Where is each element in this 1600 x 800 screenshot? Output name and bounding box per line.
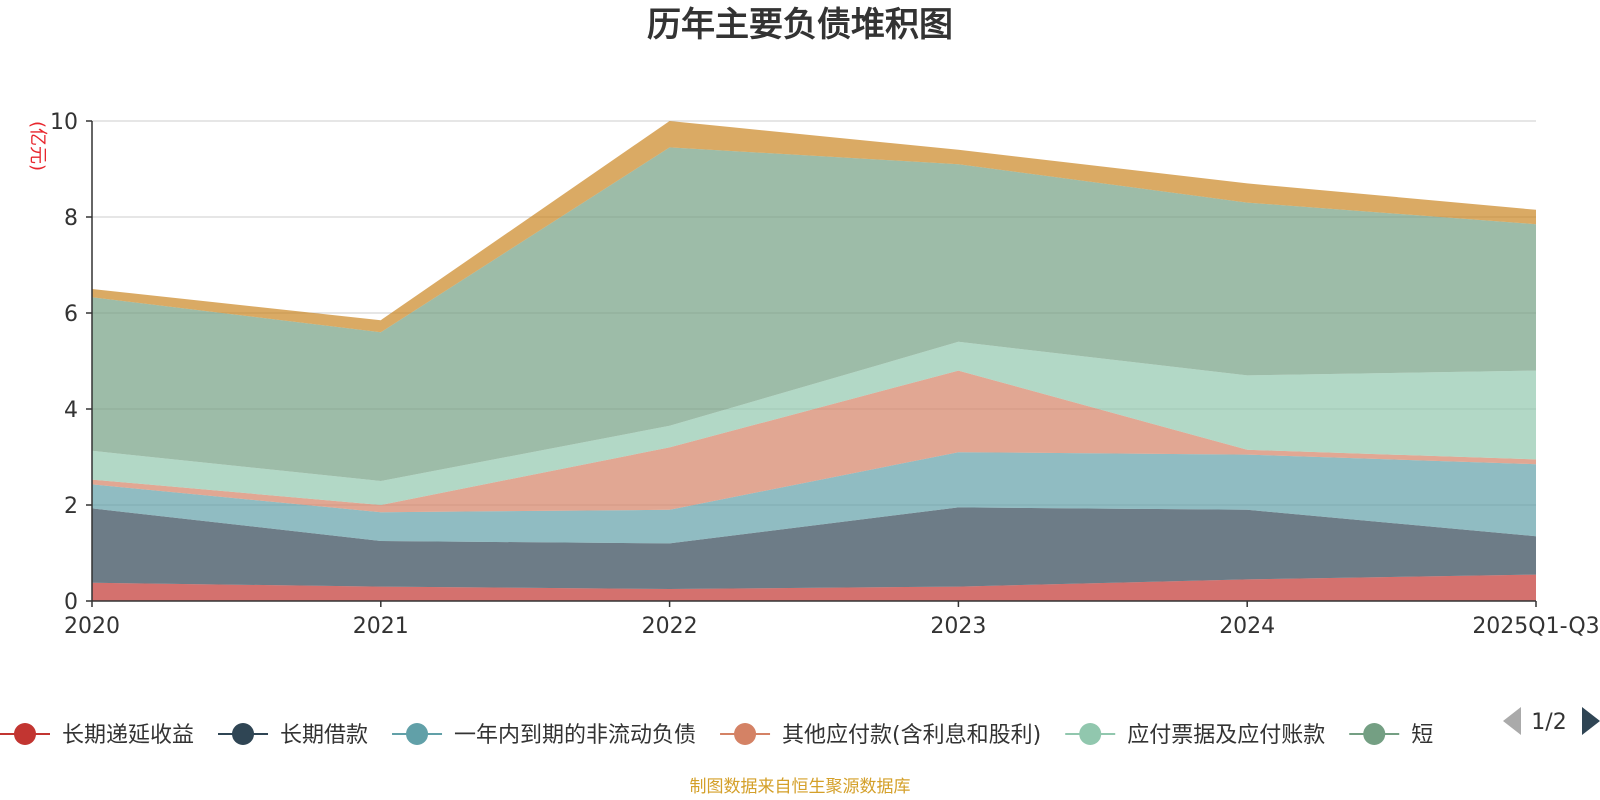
- chart-title: 历年主要负债堆积图: [647, 5, 953, 45]
- legend-next-page-icon[interactable]: [1582, 707, 1600, 735]
- legend-marker: [734, 723, 757, 745]
- legend-label: 其他应付款(含利息和股利): [782, 723, 1041, 748]
- area-series-2[interactable]: [92, 507, 1536, 589]
- area-series-6[interactable]: [92, 147, 1536, 481]
- legend-label: 一年内到期的非流动负债: [454, 723, 696, 748]
- data-source-footer: 制图数据来自恒生聚源数据库: [690, 777, 911, 797]
- y-tick-label: 6: [64, 302, 78, 327]
- legend-label: 长期递延收益: [62, 723, 194, 748]
- x-tick-label: 2022: [642, 614, 698, 639]
- x-tick-label: 2023: [930, 614, 986, 639]
- legend-marker: [14, 723, 36, 745]
- y-tick-label: 0: [64, 590, 78, 615]
- x-axis-ticks: 2020 2021 2022 2023 2024 2025Q1-Q3: [64, 601, 1600, 639]
- area-series-4[interactable]: [92, 370, 1536, 513]
- legend-pager: 1/2: [1503, 707, 1600, 735]
- legend-prev-page-icon[interactable]: [1503, 707, 1521, 735]
- legend-marker: [406, 723, 429, 745]
- area-series-5[interactable]: [92, 341, 1536, 505]
- legend-page-indicator: 1/2: [1531, 710, 1566, 735]
- legend-item-3[interactable]: 一年内到期的非流动负债: [392, 723, 696, 748]
- legend-item-6[interactable]: 短: [1349, 723, 1433, 748]
- legend-marker: [1079, 723, 1102, 745]
- legend-item-4[interactable]: 其他应付款(含利息和股利): [720, 723, 1041, 748]
- y-tick-label: 10: [50, 110, 78, 135]
- y-axis-ticks: 0 2 4 6 8 10: [50, 110, 92, 615]
- y-axis-unit-label: (亿元): [27, 121, 48, 171]
- x-tick-label: 2024: [1219, 614, 1275, 639]
- x-tick-label: 2021: [353, 614, 409, 639]
- legend-marker: [1363, 723, 1386, 745]
- legend: 长期递延收益 长期借款 一年内到期的非流动负债 其他应付款(含利息和股利) 应付票据及应…: [0, 723, 1433, 748]
- legend-item-2[interactable]: 长期借款: [218, 723, 368, 748]
- y-tick-label: 4: [64, 398, 78, 423]
- legend-item-1[interactable]: 长期递延收益: [0, 723, 194, 748]
- y-tick-label: 8: [64, 206, 78, 231]
- legend-label: 长期借款: [280, 723, 368, 748]
- y-tick-label: 2: [64, 494, 78, 519]
- legend-marker: [232, 723, 255, 745]
- legend-item-5[interactable]: 应付票据及应付账款: [1065, 723, 1325, 748]
- area-series-group: [92, 121, 1536, 601]
- x-tick-label: 2025Q1-Q3: [1472, 614, 1599, 639]
- x-tick-label: 2020: [64, 614, 120, 639]
- legend-label: 应付票据及应付账款: [1127, 723, 1325, 748]
- area-series-3[interactable]: [92, 452, 1536, 544]
- legend-label: 短: [1411, 723, 1433, 748]
- axes: [91, 121, 1536, 602]
- area-series-7[interactable]: [92, 121, 1536, 333]
